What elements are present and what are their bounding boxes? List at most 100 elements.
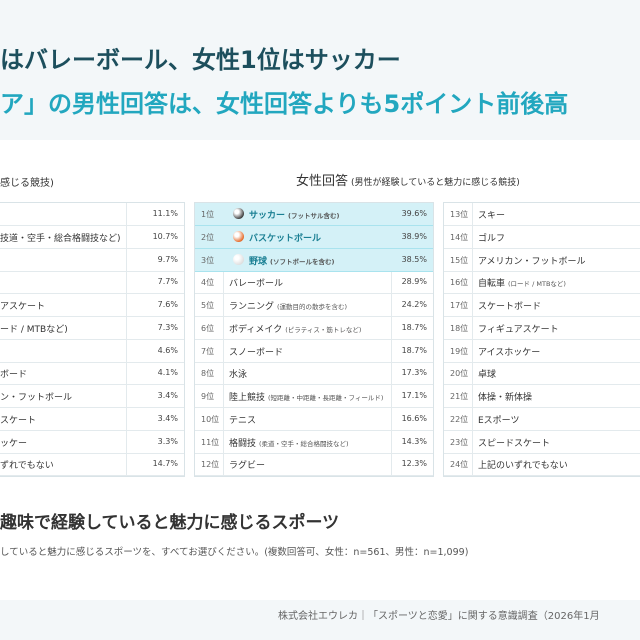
table-row: ン・フットボール 3.4%	[0, 385, 184, 408]
sport-name: ボディメイク (ピラティス・筋トレなど)	[229, 322, 361, 335]
percentage: 18.7%	[401, 322, 427, 332]
sport-name: サッカー (フットサル含む)	[249, 208, 339, 221]
sport-note: (ソフトボールを含む)	[270, 257, 335, 266]
rank: 2位	[201, 232, 215, 242]
sport-name: ランニング (運動目的の散歩を含む)	[229, 299, 347, 312]
sport-note: (フットサル含む)	[288, 212, 340, 220]
rank: 9位	[201, 392, 215, 401]
sport-label: サッカー	[249, 211, 286, 221]
footer: 株式会社エウレカ｜「スポーツと恋愛」に関する意識調査（2026年1月	[278, 611, 600, 622]
table-row: 13位 スキー	[444, 203, 640, 226]
table-row: 11位 格闘技 (柔道・空手・総合格闘技など) 14.3%	[195, 431, 433, 454]
male-table: 11.1% 技道・空手・総合格闘技など) 10.7% 9.7% 7.7% アスケート 7.6…	[0, 202, 185, 477]
percentage: 12.3%	[401, 459, 427, 469]
sport-name: 水泳	[229, 367, 247, 380]
sport-label: ランニング	[229, 302, 275, 312]
headline: ア」の男性回答は、女性回答よりも5ポイント前後高	[0, 90, 569, 118]
table-row: 23位 スピードスケート	[444, 431, 640, 454]
sport-label: テニス	[229, 415, 257, 426]
table-row: 4.6%	[0, 340, 184, 363]
sport-note: (ロード / MTBなど)	[508, 280, 566, 289]
percentage: 28.9%	[401, 277, 427, 287]
rank: 24位	[450, 460, 469, 470]
sport-note: (運動目的の散歩を含む)	[277, 303, 348, 311]
rank: 10位	[201, 414, 220, 424]
table-row: 12位 ラグビー 12.3%	[195, 453, 433, 477]
sport-label: アメリカン・フットボール	[478, 256, 586, 267]
sport-label: 野球	[249, 256, 268, 267]
rank: 17位	[450, 301, 469, 310]
table-row: 24位 上記のいずれでもない	[444, 453, 640, 477]
sport-name: アイスホッケー	[478, 345, 540, 358]
rank: 15位	[450, 255, 469, 265]
table-row: 7位 スノーボード 18.7%	[195, 340, 433, 363]
sport-note: (ピラティス・筋トレなど)	[285, 325, 362, 334]
sport-label: スキー	[478, 211, 506, 221]
table-row: 10位 テニス 16.6%	[195, 408, 433, 431]
panel-subtitle: (男性が経験していると魅力に感じる競技)	[351, 178, 520, 188]
ball-icon	[233, 230, 244, 242]
headline: はバレーボール、女性1位はサッカー	[0, 46, 401, 74]
rank: 6位	[201, 323, 215, 333]
table-row: 1位 サッカー (フットサル含む) 39.6%	[195, 203, 433, 226]
sport-name: 体操・新体操	[478, 390, 532, 403]
panel-title: 女性回答 (男性が経験していると魅力に感じる競技)	[296, 170, 520, 189]
sport-name: ボード	[0, 370, 28, 381]
table-row: 11.1%	[0, 203, 184, 226]
percentage: 7.3%	[157, 322, 178, 332]
rank: 11位	[201, 437, 220, 447]
percentage: 3.4%	[157, 391, 178, 400]
table-row: 4位 バレーボール 28.9%	[195, 271, 433, 295]
sport-name: スピードスケート	[478, 436, 550, 449]
sport-name: 卓球	[478, 367, 496, 380]
sport-name: ずれでもない	[0, 461, 54, 472]
percentage: 18.7%	[401, 345, 427, 355]
rank: 4位	[201, 278, 215, 288]
sport-name: 上記のいずれでもない	[478, 458, 568, 471]
table-row: 9位 陸上競技 (短距離・中距離・長距離・フィールド) 17.1%	[195, 385, 433, 408]
sport-label: 水泳	[229, 370, 248, 381]
table-row: ッケー 3.3%	[0, 431, 184, 454]
percentage: 24.2%	[401, 300, 427, 309]
sport-note: (柔道・空手・総合格闘技など)	[259, 439, 349, 448]
sport-label: Eスポーツ	[478, 415, 520, 426]
sport-label: バスケットボール	[249, 233, 322, 244]
table-row: スケート 3.4%	[0, 408, 184, 431]
percentage: 10.7%	[152, 231, 178, 241]
sport-name: スケート	[0, 415, 37, 426]
percentage: 17.1%	[401, 391, 427, 400]
sport-name: テニス	[229, 413, 256, 426]
table-row: ボード 4.1%	[0, 362, 184, 386]
sport-label: フィギュアスケート	[478, 324, 559, 335]
percentage: 39.6%	[401, 209, 427, 218]
sport-name: ゴルフ	[478, 231, 505, 244]
table-row: 2位 バスケットボール 38.9%	[195, 225, 433, 249]
sport-label: スケートボード	[478, 302, 542, 312]
percentage: 7.6%	[157, 300, 178, 309]
percentage: 14.7%	[152, 459, 178, 469]
percentage: 3.4%	[157, 413, 178, 423]
sport-name: フィギュアスケート	[478, 322, 559, 335]
sport-name: スケートボード	[478, 299, 541, 312]
sport-name: スノーボード	[229, 345, 283, 358]
table-row: 6位 ボディメイク (ピラティス・筋トレなど) 18.7%	[195, 317, 433, 340]
sport-name: ッケー	[0, 438, 28, 449]
section-title: 趣味で経験していると魅力に感じるスポーツ	[0, 513, 340, 533]
sport-name: ラグビー	[229, 458, 265, 471]
table-row: 17位 スケートボード	[444, 294, 640, 317]
table-row: 9.7%	[0, 249, 184, 272]
sport-name: 自転車 (ロード / MTBなど)	[478, 276, 566, 289]
sport-label: 自転車	[478, 279, 506, 290]
sport-name: スキー	[478, 208, 505, 221]
rank: 5位	[201, 301, 215, 310]
percentage: 16.6%	[401, 413, 427, 423]
sport-label: 陸上競技	[229, 393, 266, 403]
table-row: 5位 ランニング (運動目的の散歩を含む) 24.2%	[195, 294, 433, 317]
rank: 7位	[201, 346, 215, 356]
percentage: 38.5%	[401, 254, 427, 264]
sport-name: ン・フットボール	[0, 393, 73, 403]
table-row: 20位 卓球	[444, 362, 640, 386]
sport-note: (短距離・中距離・長距離・フィールド)	[268, 394, 384, 402]
rank: 13位	[450, 210, 469, 219]
